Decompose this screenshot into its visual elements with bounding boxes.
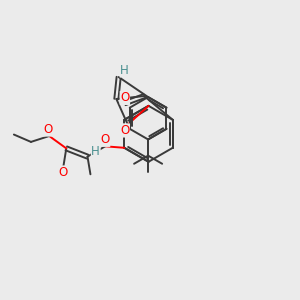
Text: O: O — [120, 92, 130, 104]
Text: O: O — [120, 124, 129, 137]
Text: O: O — [59, 166, 68, 179]
Text: H: H — [120, 64, 129, 77]
Text: O: O — [43, 123, 52, 136]
Text: O: O — [100, 133, 110, 146]
Text: H: H — [92, 145, 100, 158]
